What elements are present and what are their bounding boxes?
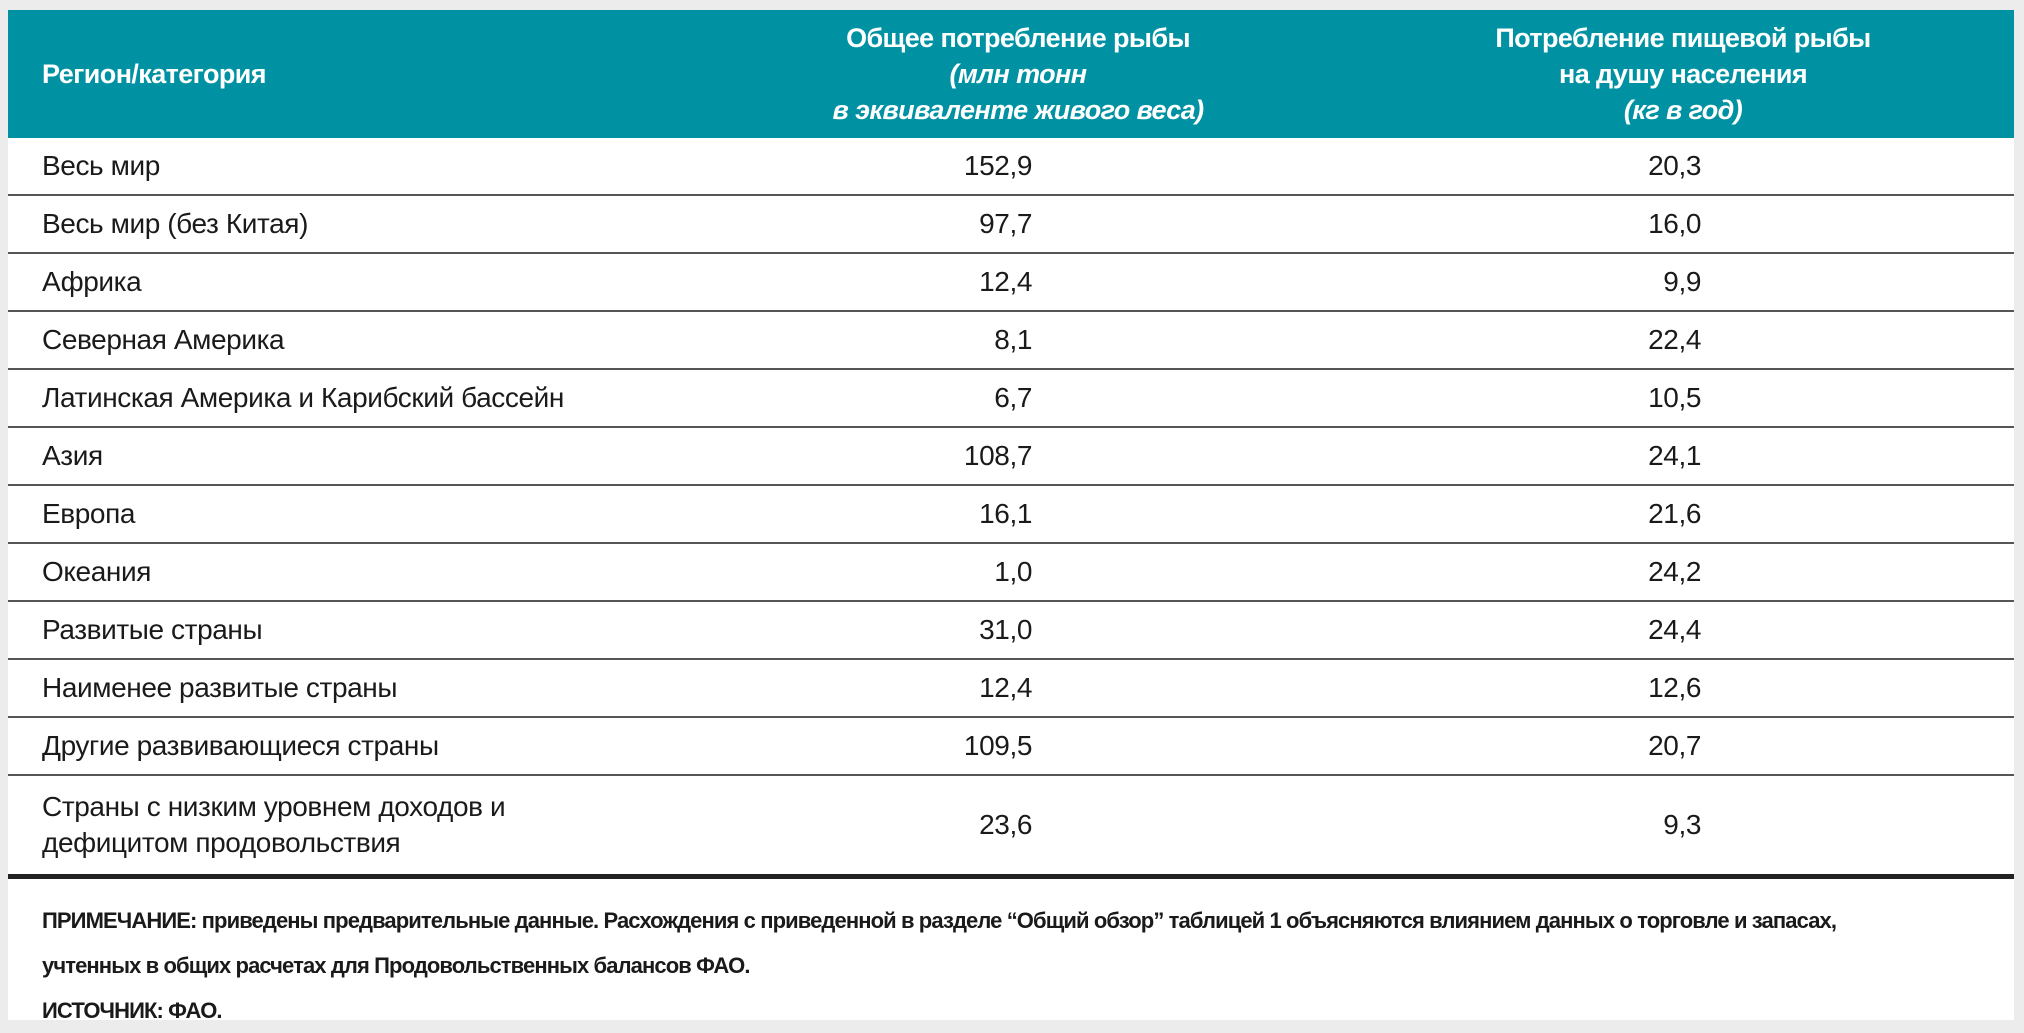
cell-per-capita: 20,3 <box>1648 150 1701 181</box>
header-total-consumption: Общее потребление рыбы (млн тонн в эквив… <box>788 20 1248 128</box>
header-region: Регион/категория <box>42 58 267 89</box>
cell-region: Развитые страны <box>42 614 263 645</box>
cell-region: Африка <box>42 266 142 297</box>
cell-per-capita: 21,6 <box>1648 498 1701 529</box>
cell-total: 12,4 <box>979 672 1032 703</box>
table-row: Развитые страны 31,0 24,4 <box>8 602 2014 660</box>
table-row: Азия 108,7 24,1 <box>8 428 2014 486</box>
cell-total: 12,4 <box>979 266 1032 297</box>
cell-total: 108,7 <box>963 440 1032 471</box>
table-row: Весь мир 152,9 20,3 <box>8 138 2014 196</box>
cell-per-capita: 12,6 <box>1648 672 1701 703</box>
cell-total: 16,1 <box>979 498 1032 529</box>
cell-total: 23,6 <box>979 809 1032 840</box>
cell-region: Страны с низким уровнем доходов и дефицит… <box>42 776 506 874</box>
cell-per-capita: 10,5 <box>1648 382 1701 413</box>
table-row: Африка 12,4 9,9 <box>8 254 2014 312</box>
header-total-unit-1: (млн тонн <box>949 59 1088 89</box>
cell-region: Другие развивающиеся страны <box>42 730 439 761</box>
cell-total: 6,7 <box>994 382 1032 413</box>
cell-total: 109,5 <box>963 730 1032 761</box>
header-per-capita-title-2: на душу населения <box>1559 59 1808 89</box>
table-row: Северная Америка 8,1 22,4 <box>8 312 2014 370</box>
table-row: Наименее развитые страны 12,4 12,6 <box>8 660 2014 718</box>
cell-per-capita: 24,4 <box>1648 614 1701 645</box>
cell-total: 8,1 <box>994 324 1032 355</box>
cell-per-capita: 9,3 <box>1663 809 1701 840</box>
table-row: Латинская Америка и Карибский бассейн 6,7… <box>8 370 2014 428</box>
header-per-capita-unit: (кг в год) <box>1623 95 1743 125</box>
cell-per-capita: 20,7 <box>1648 730 1701 761</box>
note-text-2: учтенных в общих расчетах для Продовольс… <box>42 953 750 978</box>
table-row: Европа 16,1 21,6 <box>8 486 2014 544</box>
cell-region: Латинская Америка и Карибский бассейн <box>42 382 564 413</box>
table-row: Другие развивающиеся страны 109,5 20,7 <box>8 718 2014 776</box>
header-per-capita: Потребление пищевой рыбы на душу населен… <box>1428 20 1938 128</box>
cell-region: Северная Америка <box>42 324 285 355</box>
table-notes: ПРИМЕЧАНИЕ: приведены предварительные да… <box>42 898 2002 1033</box>
header-per-capita-title-1: Потребление пищевой рыбы <box>1495 23 1871 53</box>
cell-total: 31,0 <box>979 614 1032 645</box>
note-text-1: ПРИМЕЧАНИЕ: приведены предварительные да… <box>42 908 1837 933</box>
source-text: ИСТОЧНИК: ФАО. <box>42 998 223 1023</box>
cell-region: Наименее развитые страны <box>42 672 398 703</box>
table-row: Океания 1,0 24,2 <box>8 544 2014 602</box>
header-total-unit-2: в эквиваленте живого веса) <box>832 95 1204 125</box>
cell-per-capita: 24,1 <box>1648 440 1701 471</box>
cell-region: Весь мир (без Китая) <box>42 208 308 239</box>
table-container: Регион/категория Общее потребление рыбы … <box>8 10 2014 1023</box>
cell-per-capita: 9,9 <box>1663 266 1701 297</box>
table-row: Страны с низким уровнем доходов и дефицит… <box>8 776 2014 879</box>
cell-total: 97,7 <box>979 208 1032 239</box>
cell-total: 152,9 <box>963 150 1032 181</box>
cell-per-capita: 16,0 <box>1648 208 1701 239</box>
table-row: Весь мир (без Китая) 97,7 16,0 <box>8 196 2014 254</box>
cell-region: Европа <box>42 498 136 529</box>
cell-total: 1,0 <box>994 556 1032 587</box>
cell-region-line: дефицитом продовольствия <box>42 827 401 858</box>
cell-per-capita: 22,4 <box>1648 324 1701 355</box>
cell-region: Океания <box>42 556 151 587</box>
cell-per-capita: 24,2 <box>1648 556 1701 587</box>
cell-region-line: Страны с низким уровнем доходов и <box>42 791 506 822</box>
table-header: Регион/категория Общее потребление рыбы … <box>8 10 2014 138</box>
header-total-title: Общее потребление рыбы <box>846 23 1190 53</box>
cell-region: Азия <box>42 440 103 471</box>
cell-region: Весь мир <box>42 150 160 181</box>
